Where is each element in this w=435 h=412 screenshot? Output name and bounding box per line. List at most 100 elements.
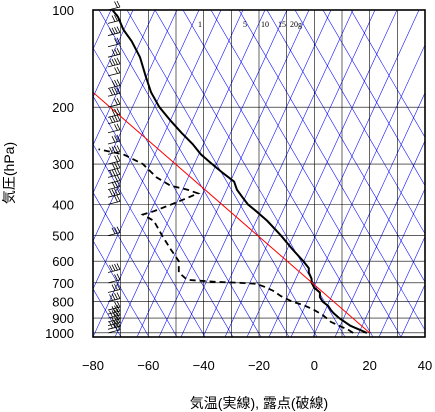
guide-line xyxy=(93,10,244,337)
wind-barb-feather xyxy=(114,145,118,153)
wind-barb-feather xyxy=(111,80,116,87)
wind-barb xyxy=(107,114,121,125)
wind-barb-feather xyxy=(116,134,121,142)
guide-line xyxy=(93,240,150,337)
guide-line xyxy=(93,191,178,337)
guide-line xyxy=(93,10,178,194)
wind-barb-feather xyxy=(111,109,116,116)
wind-barb-feather xyxy=(114,320,118,328)
wind-barb-feather xyxy=(116,47,121,55)
guide-line xyxy=(266,10,425,283)
wind-barb-feather xyxy=(111,264,116,271)
guide-line xyxy=(93,143,206,337)
wind-barb xyxy=(107,57,121,68)
wind-barb-feather xyxy=(111,169,116,176)
x-tick-label: −40 xyxy=(193,358,215,373)
wind-barb-staff xyxy=(107,232,121,237)
wind-barb-feather xyxy=(111,181,116,188)
wind-barb xyxy=(107,37,121,48)
wind-barb xyxy=(107,145,121,155)
wind-barb-feather xyxy=(114,195,118,203)
wind-barb-feather xyxy=(109,116,113,123)
wind-barb-feather xyxy=(116,98,121,105)
x-tick-labels: −80 −60 −40 −20 0 20 40 xyxy=(82,358,432,373)
wind-barb-staff xyxy=(107,200,121,205)
wind-barb-feather xyxy=(116,174,121,181)
wind-barb xyxy=(107,304,121,315)
wind-barb-feather xyxy=(109,59,113,66)
wind-barb xyxy=(107,283,121,293)
wind-barb-feather xyxy=(111,321,116,328)
wind-barb-staff xyxy=(107,298,121,302)
wind-barb xyxy=(107,188,121,198)
guide-line xyxy=(93,10,222,290)
wind-barb xyxy=(107,263,121,273)
temperature-line xyxy=(111,10,368,334)
wind-barb-feather xyxy=(109,310,113,318)
dewpoint-line xyxy=(98,148,354,334)
mixing-ratio-label: 20g xyxy=(290,20,302,29)
wind-barb-feather xyxy=(114,26,118,34)
y-tick-label: 900 xyxy=(52,311,74,326)
wind-barb-feather xyxy=(114,175,118,182)
x-tick-label: 20 xyxy=(362,358,376,373)
wind-barb-feather xyxy=(109,88,113,96)
wind-barb-staff xyxy=(107,129,121,134)
guide-line xyxy=(93,10,134,98)
mixing-ratio-labels: 1 5 10 15 20g xyxy=(198,20,302,29)
wind-barb-feather xyxy=(114,87,118,95)
wind-barb-staff xyxy=(107,193,121,198)
wind-barb-feather xyxy=(116,37,121,44)
wind-barb-feather xyxy=(109,146,113,154)
y-tick-label: 200 xyxy=(52,100,74,115)
wind-barb-feather xyxy=(111,317,116,325)
wind-barb xyxy=(107,226,121,237)
wind-barb-feather xyxy=(116,0,121,8)
y-tick-label: 600 xyxy=(52,254,74,269)
wind-barb xyxy=(107,320,121,330)
wind-barb-staff xyxy=(107,150,121,155)
guide-line xyxy=(294,10,425,235)
wind-barb-feather xyxy=(114,98,118,105)
wind-barb-feather xyxy=(111,310,116,317)
x-tick-label: −80 xyxy=(82,358,104,373)
guide-line xyxy=(246,10,398,337)
wind-barb-feather xyxy=(111,146,116,153)
y-tick-label: 700 xyxy=(52,276,74,291)
grid-lines xyxy=(93,10,425,337)
guide-line xyxy=(238,10,425,331)
wind-barb-staff xyxy=(107,63,121,68)
guide-line xyxy=(322,10,425,187)
wind-barb xyxy=(107,134,121,145)
wind-barb-staff xyxy=(107,103,121,108)
wind-barb-feather xyxy=(114,14,118,22)
wind-barb xyxy=(107,0,121,11)
mixing-ratio-label: 1 xyxy=(198,20,202,29)
wind-barb-staff xyxy=(107,53,121,58)
wind-barb xyxy=(107,26,121,36)
wind-barb-feather xyxy=(111,58,116,66)
wind-barb-feather xyxy=(114,1,118,8)
wind-barb-staff xyxy=(107,160,121,165)
plot-frame xyxy=(92,9,426,338)
wind-barb-feather xyxy=(116,66,121,74)
wind-barb xyxy=(107,47,121,58)
wind-barb-staff xyxy=(107,72,121,77)
wind-barb-feather xyxy=(116,14,121,21)
wind-barb-feather xyxy=(111,306,116,313)
wind-barb xyxy=(107,14,121,24)
guide-line xyxy=(93,95,234,337)
wind-barb-feather xyxy=(116,145,121,152)
wind-barb-feather xyxy=(109,170,113,177)
wind-barb-feather xyxy=(114,108,118,116)
wind-barb-staff xyxy=(107,329,121,334)
y-axis-label: 気圧(hPa) xyxy=(1,142,17,204)
wind-barb-feather xyxy=(109,189,113,197)
wind-barb-feather xyxy=(114,67,118,74)
wind-barb-feather xyxy=(114,58,118,65)
y-tick-label: 300 xyxy=(52,157,74,172)
wind-barb-feather xyxy=(114,305,118,312)
wind-barb-feather xyxy=(116,108,121,115)
guide-line xyxy=(378,236,425,337)
